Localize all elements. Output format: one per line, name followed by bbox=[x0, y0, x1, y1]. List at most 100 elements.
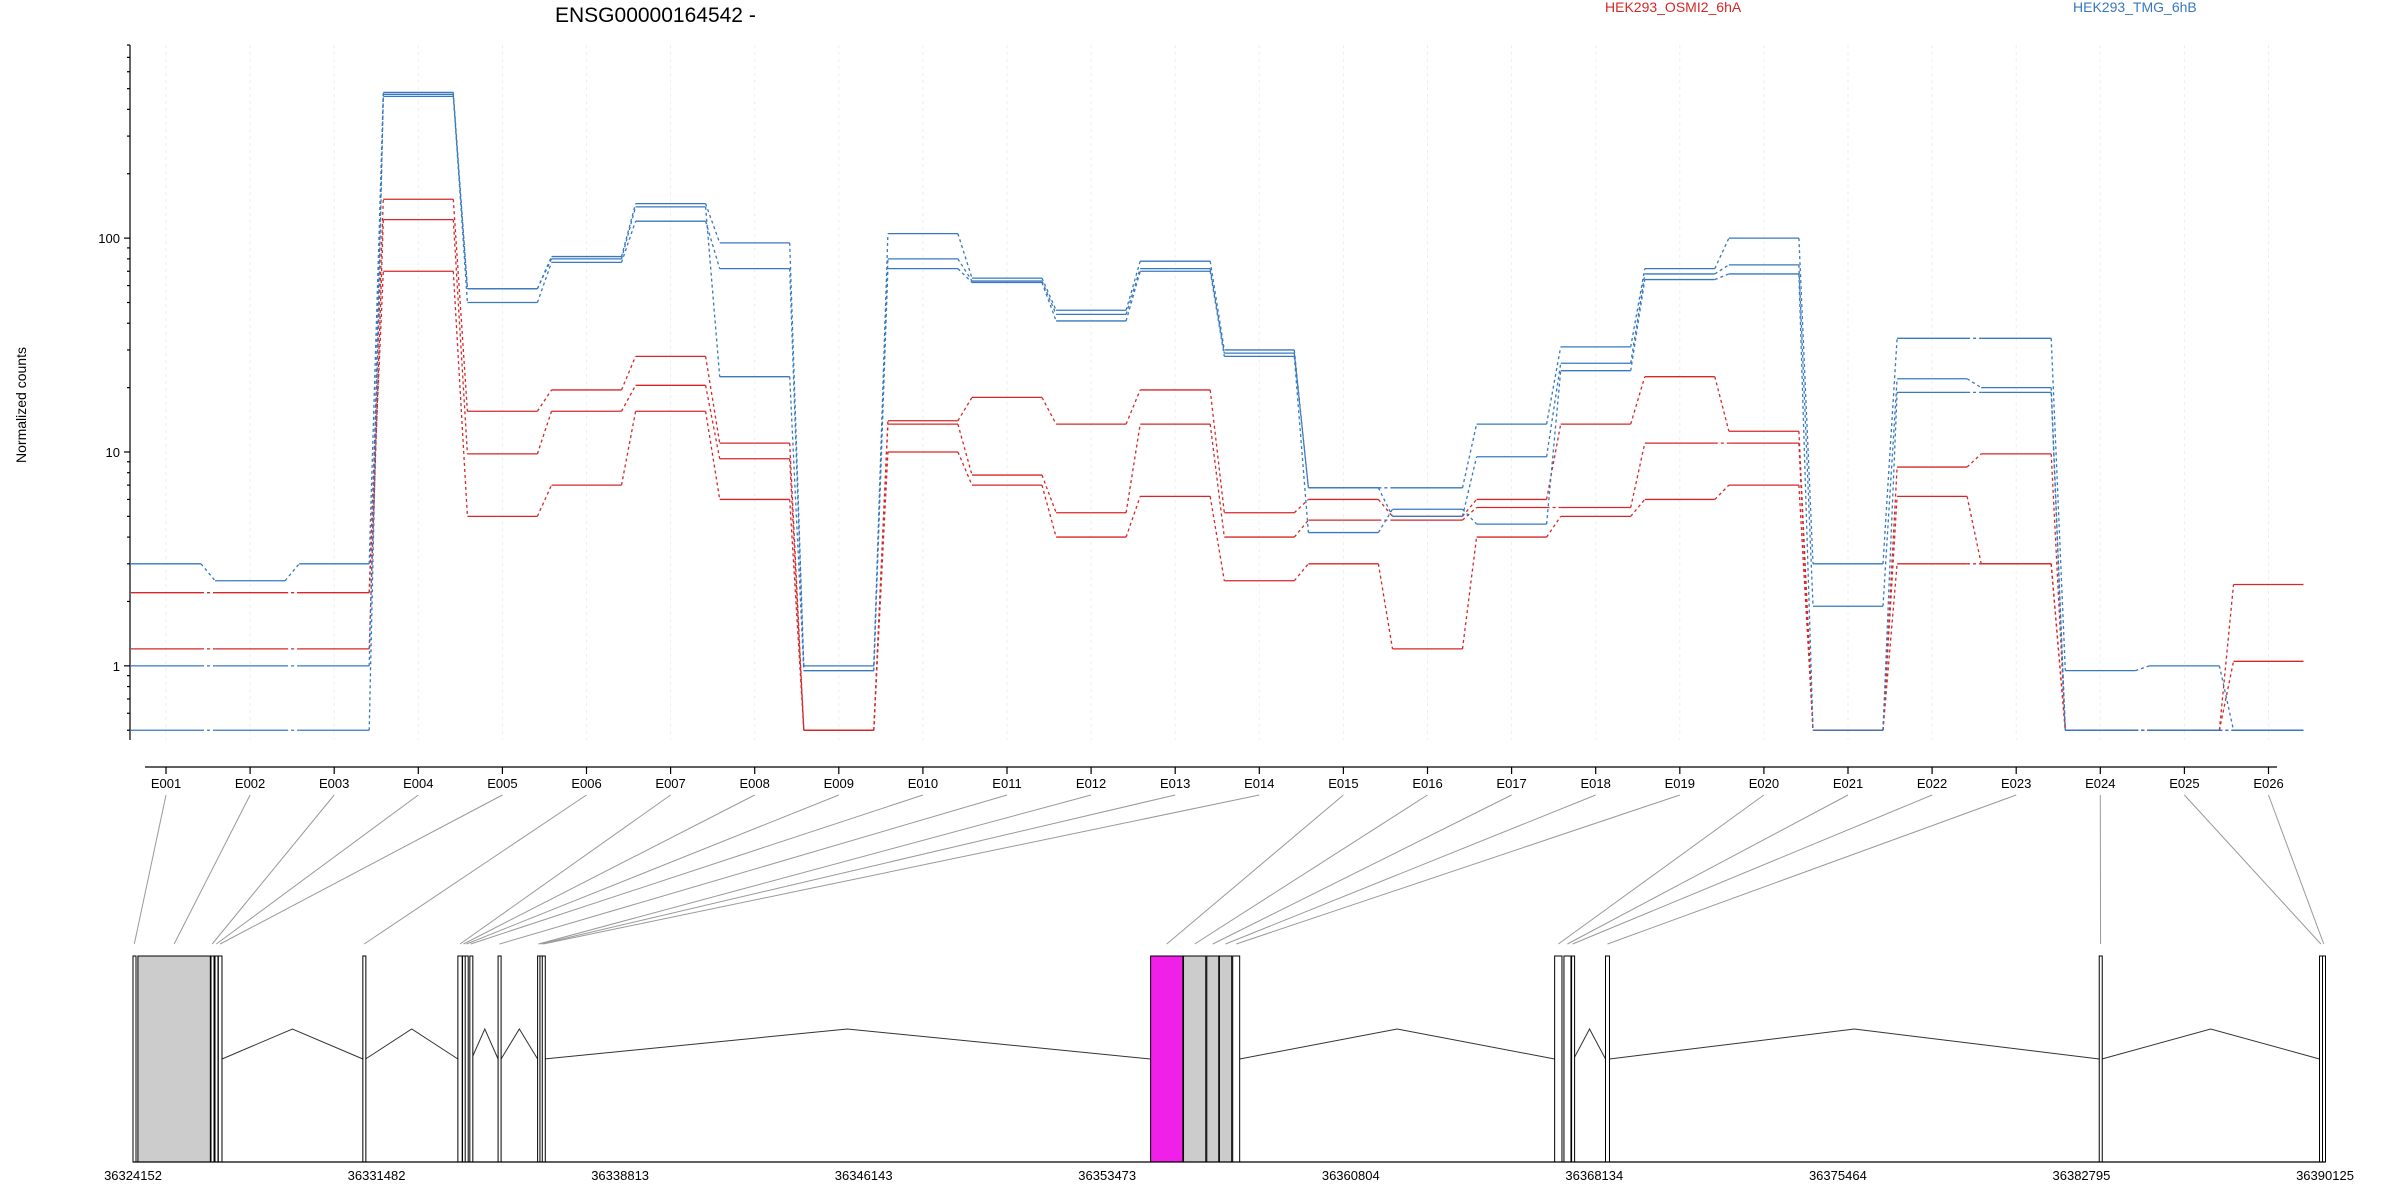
exon-box-e018 bbox=[1218, 955, 1233, 1163]
transition-line bbox=[620, 356, 637, 391]
transition-line bbox=[620, 206, 637, 260]
exon-box-e023 bbox=[1604, 955, 1610, 1163]
coordinate-label: 36382795 bbox=[2053, 1168, 2111, 1183]
transition-line bbox=[1293, 356, 1310, 533]
x-tick-label-e007: E007 bbox=[655, 776, 685, 791]
x-tick-label-e015: E015 bbox=[1328, 776, 1358, 791]
transition-line bbox=[536, 411, 553, 455]
transition-line bbox=[1125, 271, 1141, 322]
exon-box-e017 bbox=[1206, 955, 1220, 1163]
transition-line bbox=[1798, 273, 1814, 731]
x-tick-label-e017: E017 bbox=[1496, 776, 1526, 791]
transition-line bbox=[1209, 271, 1225, 357]
transition-line bbox=[1461, 537, 1478, 649]
x-tick-label-e024: E024 bbox=[2085, 776, 2115, 791]
exon-box-e019 bbox=[1232, 955, 1241, 1163]
y-tick-label: 10 bbox=[106, 445, 120, 460]
intron-line bbox=[221, 1028, 364, 1060]
transition-line bbox=[1630, 376, 1646, 425]
coordinate-label: 36375464 bbox=[1809, 1168, 1867, 1183]
chart-title: ENSG00000164542 - bbox=[555, 4, 756, 27]
exon-connector-e017 bbox=[1212, 794, 1512, 945]
exon-connector-e012 bbox=[538, 794, 1092, 945]
exon-box-e024 bbox=[2098, 955, 2103, 1163]
transition-line bbox=[873, 268, 889, 671]
transition-line bbox=[704, 206, 721, 377]
exon-connector-e004 bbox=[216, 794, 419, 945]
transition-line bbox=[620, 203, 637, 257]
x-tick-label-e011: E011 bbox=[992, 776, 1021, 791]
transition-line bbox=[452, 199, 469, 412]
exon-connector-e015 bbox=[1166, 794, 1344, 945]
transition-line bbox=[1041, 484, 1057, 538]
transition-line bbox=[2050, 563, 2066, 731]
transition-line bbox=[1882, 378, 1898, 607]
transition-line bbox=[2135, 665, 2150, 672]
x-tick-label-e002: E002 bbox=[235, 776, 265, 791]
x-tick-label-e014: E014 bbox=[1244, 776, 1274, 791]
coordinate-label: 36353473 bbox=[1078, 1168, 1136, 1183]
transition-line bbox=[1041, 397, 1057, 425]
transition-line bbox=[2050, 387, 2066, 731]
transition-line bbox=[1714, 484, 1730, 500]
transition-line bbox=[536, 484, 553, 517]
transition-line bbox=[1293, 519, 1309, 538]
transition-line bbox=[2050, 338, 2066, 671]
series-5 bbox=[131, 93, 2304, 731]
transition-line bbox=[1798, 485, 1814, 731]
transition-line bbox=[2218, 665, 2235, 731]
transition-line bbox=[1041, 277, 1057, 311]
transition-line bbox=[1966, 378, 1982, 389]
transition-line bbox=[704, 385, 721, 459]
coordinate-label: 36390125 bbox=[2296, 1168, 2354, 1183]
x-tick-label-e025: E025 bbox=[2169, 776, 2199, 791]
y-tick-label: 100 bbox=[98, 231, 120, 246]
coordinate-label: 36324152 bbox=[104, 1168, 162, 1183]
transition-line bbox=[536, 389, 553, 412]
transition-line bbox=[704, 356, 721, 444]
transition-line bbox=[1882, 392, 1898, 731]
transition-line bbox=[1630, 442, 1646, 508]
transition-line bbox=[1125, 424, 1141, 513]
transition-line bbox=[704, 411, 721, 500]
exon-connector-e023 bbox=[1607, 794, 2017, 945]
exon-box-e007 bbox=[457, 955, 463, 1163]
exon-connector-e011 bbox=[499, 794, 1008, 945]
coordinate-label: 36368134 bbox=[1565, 1168, 1623, 1183]
exon-connector-e009 bbox=[466, 794, 839, 945]
transition-line bbox=[284, 563, 300, 582]
transition-line bbox=[789, 268, 805, 671]
exon-connector-e020 bbox=[1558, 794, 1765, 945]
transition-line bbox=[957, 423, 973, 476]
transition-line bbox=[200, 563, 216, 582]
transition-line bbox=[789, 242, 805, 666]
x-tick-label-e022: E022 bbox=[1917, 776, 1947, 791]
x-tick-label-e020: E020 bbox=[1749, 776, 1779, 791]
x-tick-label-e021: E021 bbox=[1833, 776, 1863, 791]
exon-box-e011 bbox=[497, 955, 502, 1163]
transition-line bbox=[368, 96, 384, 731]
series-1 bbox=[131, 198, 2304, 731]
exon-connector-e018 bbox=[1225, 794, 1596, 945]
intron-line bbox=[2101, 1028, 2320, 1060]
transition-line bbox=[957, 451, 973, 486]
exon-box-e002 bbox=[137, 955, 211, 1163]
transition-line bbox=[1377, 563, 1394, 650]
transition-line bbox=[452, 96, 469, 289]
transition-line bbox=[1377, 499, 1393, 517]
intron-line bbox=[471, 1027, 499, 1060]
transition-line bbox=[1041, 474, 1057, 513]
exon-connector-e002 bbox=[173, 794, 251, 945]
coordinate-label: 36338813 bbox=[591, 1168, 649, 1183]
exon-connector-e006 bbox=[363, 794, 587, 945]
intron-line bbox=[1239, 1028, 1555, 1060]
exon-box-e001 bbox=[132, 955, 137, 1163]
transition-line bbox=[704, 203, 721, 244]
x-tick-label-e023: E023 bbox=[2001, 776, 2031, 791]
transition-line bbox=[1630, 279, 1646, 371]
series-4 bbox=[131, 91, 2304, 731]
transition-line bbox=[1546, 515, 1562, 538]
x-tick-label-e019: E019 bbox=[1665, 776, 1695, 791]
transition-line bbox=[1714, 376, 1730, 432]
